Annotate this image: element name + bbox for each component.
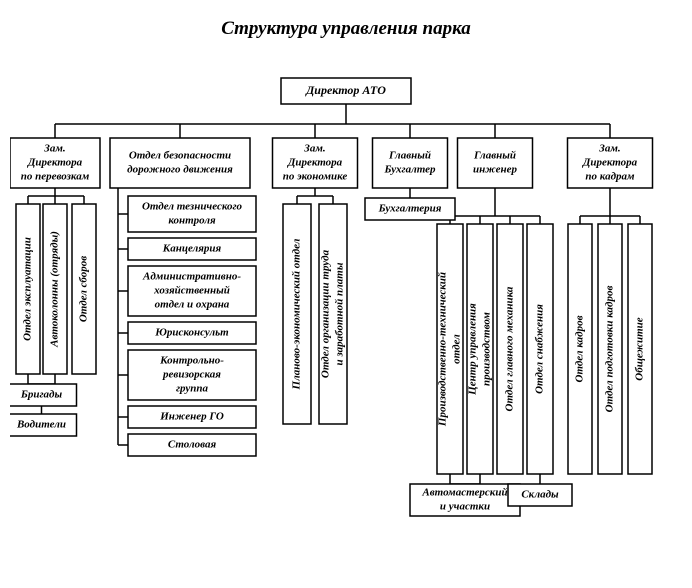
- svg-text:и заработной платы: и заработной платы: [334, 262, 346, 365]
- svg-text:Склады: Склады: [521, 489, 559, 501]
- svg-text:Директора: Директора: [582, 157, 638, 169]
- svg-text:Зам.: Зам.: [303, 143, 325, 155]
- svg-text:хозяйственный: хозяйственный: [153, 285, 230, 297]
- svg-text:Планово-экономический отдел: Планово-экономический отдел: [291, 238, 303, 390]
- svg-text:Юрисконсульт: Юрисконсульт: [154, 327, 229, 339]
- svg-text:по перевозкам: по перевозкам: [21, 171, 90, 183]
- svg-text:Директора: Директора: [287, 157, 343, 169]
- svg-text:отдел и охрана: отдел и охрана: [155, 299, 230, 311]
- svg-text:Директор АТО: Директор АТО: [305, 83, 386, 97]
- svg-text:Главный: Главный: [473, 150, 516, 162]
- svg-text:Зам.: Зам.: [598, 143, 620, 155]
- org-chart: Директор АТО Зам. Директора по перевозкам От…: [10, 58, 682, 578]
- svg-text:Отдел тезнического: Отдел тезнического: [142, 201, 243, 213]
- svg-text:контроля: контроля: [168, 215, 216, 227]
- svg-text:Административно-: Административно-: [142, 271, 241, 283]
- svg-text:отдел: отдел: [451, 334, 463, 364]
- svg-text:и участки: и участки: [440, 501, 490, 513]
- svg-text:Центр управления: Центр управления: [467, 303, 479, 396]
- svg-text:Бухгалтер: Бухгалтер: [383, 164, 436, 176]
- svg-text:Отдел снабжения: Отдел снабжения: [534, 304, 546, 394]
- svg-text:Отдел безопасности: Отдел безопасности: [129, 150, 231, 162]
- svg-text:Зам.: Зам.: [43, 143, 65, 155]
- svg-text:Отдел кадров: Отдел кадров: [574, 315, 586, 382]
- svg-text:производством: производством: [481, 312, 493, 386]
- svg-text:Бригады: Бригады: [20, 389, 63, 401]
- svg-text:Автомастерский: Автомастерский: [421, 487, 507, 499]
- svg-text:группа: группа: [176, 383, 209, 395]
- page-title: Структура управления парка: [10, 18, 682, 40]
- svg-text:инженер: инженер: [473, 164, 517, 176]
- svg-text:Канцелярия: Канцелярия: [162, 243, 222, 255]
- svg-text:Инженер ГО: Инженер ГО: [159, 411, 224, 423]
- svg-text:Отдел организации труда: Отдел организации труда: [320, 249, 332, 378]
- svg-text:Столовая: Столовая: [168, 439, 217, 451]
- svg-text:Директора: Директора: [27, 157, 83, 169]
- svg-text:по кадрам: по кадрам: [585, 171, 635, 183]
- svg-text:Контрольно-: Контрольно-: [159, 355, 224, 367]
- svg-text:Отдел эксплуатации: Отдел эксплуатации: [22, 237, 34, 341]
- svg-text:ревизорская: ревизорская: [162, 369, 221, 381]
- svg-text:Главный: Главный: [388, 150, 431, 162]
- svg-text:Автоколонны (отряды): Автоколонны (отряды): [49, 231, 61, 348]
- svg-text:Водители: Водители: [16, 419, 66, 431]
- svg-text:Отдел сборов: Отдел сборов: [78, 256, 90, 322]
- svg-text:Отдел подготовки кадров: Отдел подготовки кадров: [604, 286, 616, 413]
- svg-text:по экономике: по экономике: [283, 171, 348, 183]
- svg-text:Общежитие: Общежитие: [634, 317, 646, 380]
- svg-text:дорожного движения: дорожного движения: [127, 164, 233, 176]
- svg-text:Отдел главного механика: Отдел главного механика: [504, 286, 516, 411]
- svg-text:Бухгалтерия: Бухгалтерия: [378, 203, 442, 215]
- svg-text:Производственно-технический: Производственно-технический: [437, 272, 449, 427]
